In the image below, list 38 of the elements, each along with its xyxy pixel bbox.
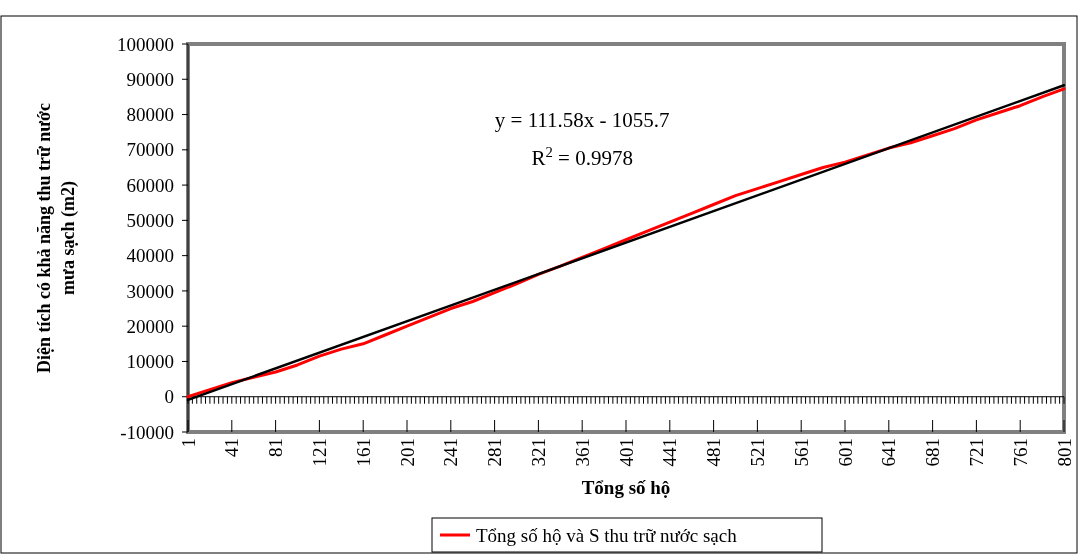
x-tick-label: 441 (659, 438, 681, 467)
y-axis-title: Diện tích có khả năng thu trữ nước mưa sạch (m2) (34, 102, 79, 374)
y-tick-label: 90000 (126, 68, 174, 90)
annotation: R$^{2}$ = 0.9978 (531, 144, 633, 170)
x-tick-label: 41 (221, 438, 243, 457)
annotation: y = 111.58x - 1055.7 (494, 108, 670, 132)
x-tick-label: 161 (352, 438, 374, 467)
x-tick-label: 721 (966, 438, 988, 467)
x-tick-label: 281 (484, 438, 506, 467)
y-tick-label: 10000 (126, 351, 174, 373)
x-tick-label: 801 (1053, 438, 1075, 467)
y-tick-label: 70000 (126, 139, 174, 161)
y-tick-label: 0 (164, 386, 174, 408)
x-tick-label: 361 (571, 438, 593, 467)
x-tick-label: 321 (528, 438, 550, 467)
x-tick-label: 201 (396, 438, 418, 467)
x-tick-label: 761 (1009, 438, 1031, 467)
x-tick-label: 81 (265, 438, 287, 457)
x-tick-label: 481 (703, 438, 725, 467)
y-tick-label: 40000 (126, 245, 174, 267)
y-tick-label: 20000 (126, 315, 174, 337)
x-tick-label: 681 (922, 438, 944, 467)
y-tick-label: 60000 (126, 174, 174, 196)
y-tick-label: 50000 (126, 210, 174, 232)
x-axis-title: Tổng số hộ (581, 477, 671, 498)
legend-label: Tổng số hộ và S thu trữ nước sạch (476, 524, 738, 546)
y-tick-label: 30000 (126, 280, 174, 302)
x-tick-label: 601 (834, 438, 856, 467)
y-tick-label: 100000 (117, 33, 174, 55)
y-tick-label: 80000 (126, 104, 174, 126)
y-tick-label: -10000 (120, 421, 174, 443)
x-tick-label: 241 (440, 438, 462, 467)
x-tick-label: 401 (615, 438, 637, 467)
x-tick-label: 1 (177, 438, 199, 448)
x-tick-label: 521 (747, 438, 769, 467)
x-tick-label: 561 (790, 438, 812, 467)
x-tick-label: 641 (878, 438, 900, 467)
x-tick-label: 121 (309, 438, 331, 467)
